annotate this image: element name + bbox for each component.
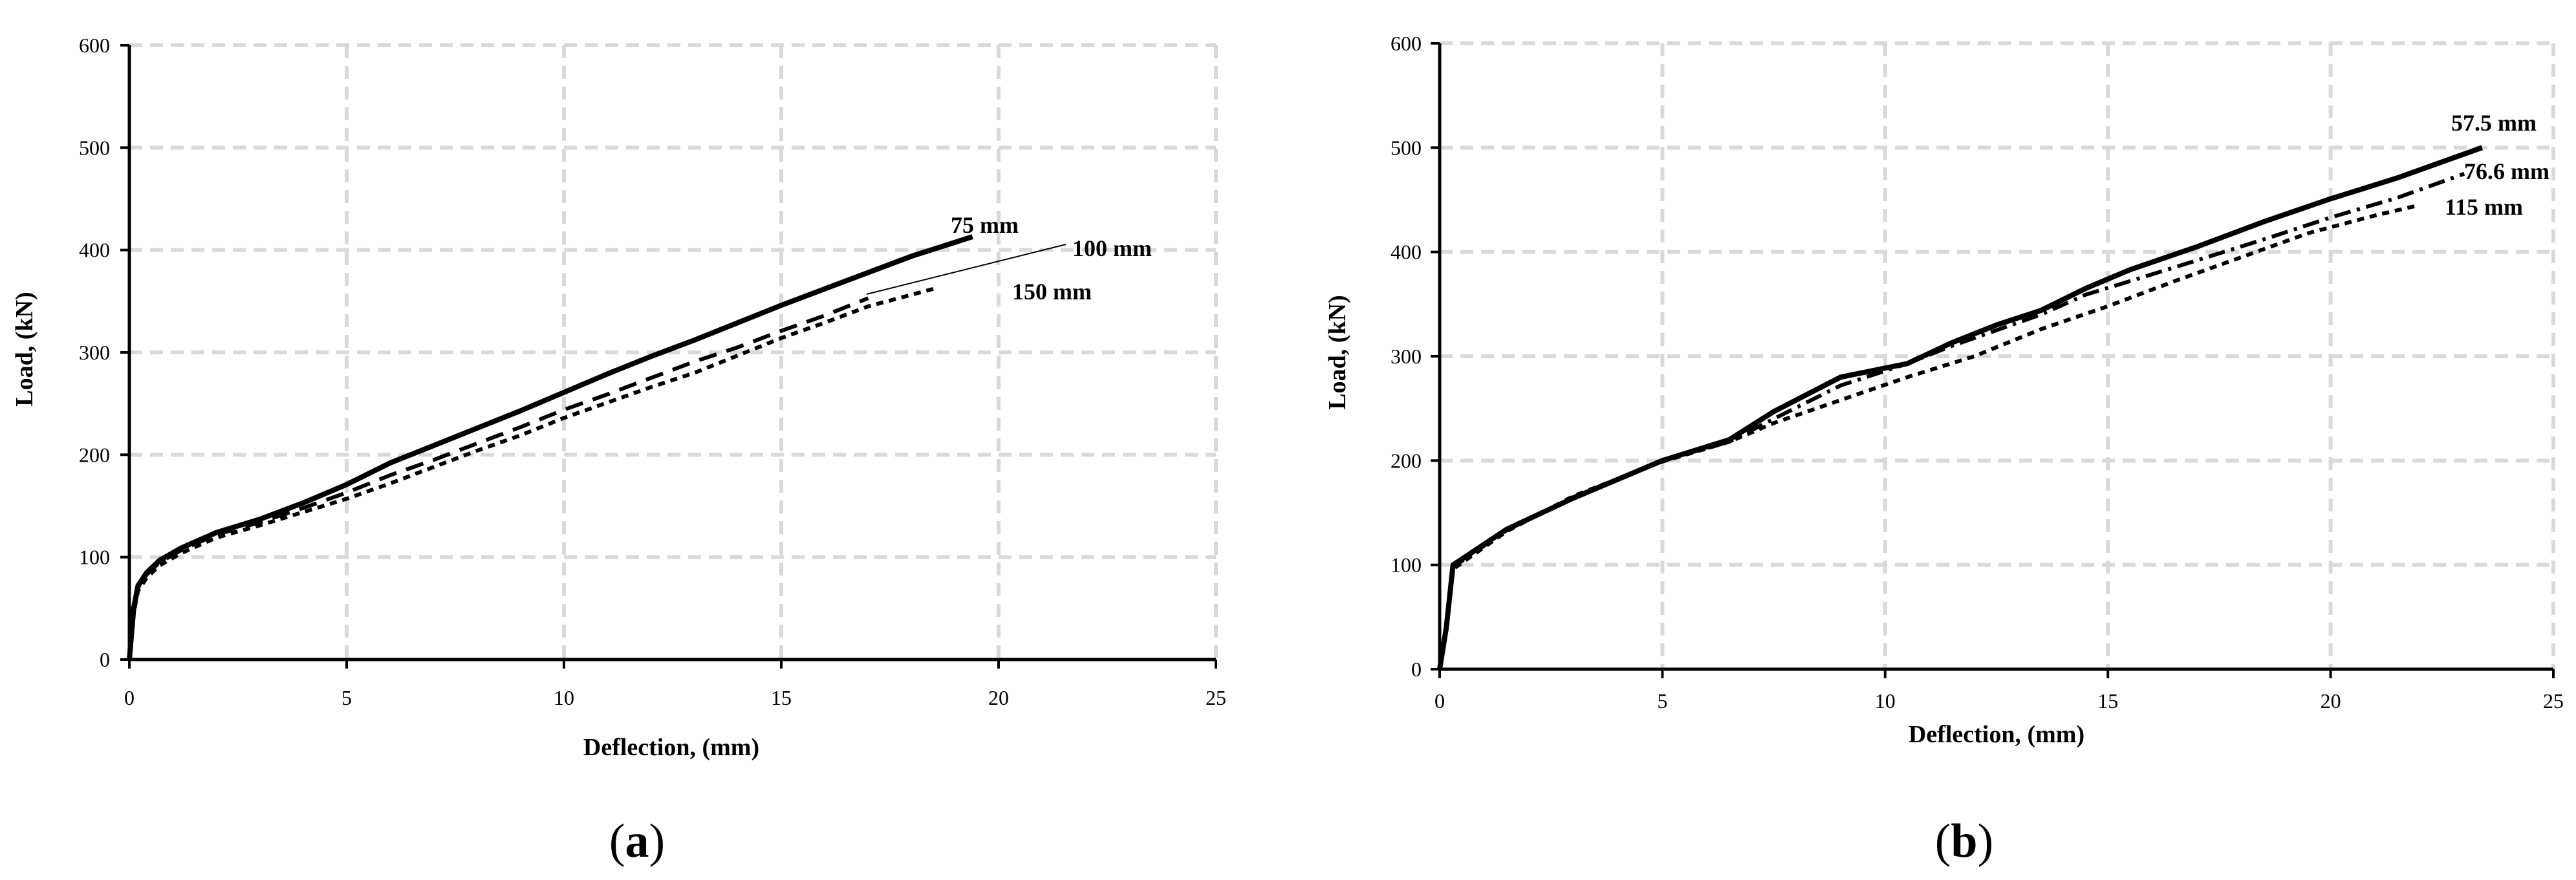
series-line-115-mm	[1438, 203, 2421, 670]
x-tick-label: 10	[1875, 689, 1896, 713]
series-line-57-5-mm	[1437, 145, 2484, 670]
series-line-76-6-mm	[1438, 171, 2465, 670]
y-tick-label: 500	[1391, 136, 1422, 159]
ticks-b: 0 5 10 15 20 25 0 100 200 300 400 500 600	[1391, 32, 2564, 713]
y-tick-label: 100	[79, 546, 110, 569]
y-tick-label: 200	[1391, 449, 1422, 472]
x-tick-label: 15	[771, 686, 792, 709]
y-tick-label: 600	[1391, 32, 1422, 55]
x-tick-label: 5	[341, 686, 352, 709]
panel-caption-b: (b)	[1935, 815, 1993, 868]
x-tick-label: 10	[554, 686, 574, 709]
x-axis-title-a: Deflection, (mm)	[583, 734, 759, 761]
x-tick-label: 20	[2321, 689, 2341, 713]
series-label-150mm: 150 mm	[1012, 279, 1092, 305]
y-tick-label: 300	[79, 341, 110, 364]
panel-caption-a: (a)	[609, 815, 665, 868]
series-label-76-6mm: 76.6 mm	[2464, 158, 2549, 184]
series-label-100mm: 100 mm	[1072, 235, 1152, 261]
x-tick-label: 15	[2097, 689, 2118, 713]
y-tick-label: 600	[79, 34, 110, 57]
x-tick-label: 25	[2543, 689, 2564, 713]
series-label-75mm: 75 mm	[951, 212, 1019, 238]
y-axis-title-b: Load, (kN)	[1324, 295, 1351, 409]
series-line-150-mm	[127, 286, 934, 660]
y-tick-label: 300	[1391, 345, 1422, 368]
x-tick-label: 25	[1206, 686, 1226, 709]
x-tick-label: 0	[1434, 689, 1445, 713]
series-line-100-mm	[127, 296, 869, 660]
x-tick-label: 5	[1657, 689, 1667, 713]
y-tick-label: 400	[79, 239, 110, 262]
y-tick-label: 200	[79, 443, 110, 466]
grid-a	[129, 43, 1218, 660]
grid-b	[1440, 41, 2555, 669]
chart-a: 0 5 10 15 20 25 0 100 200 300 400 500 600 75 mm 100 …	[11, 34, 1226, 868]
y-axis-title-a: Load, (kN)	[11, 292, 38, 406]
y-tick-label: 100	[1391, 553, 1422, 577]
chart-b: 0 5 10 15 20 25 0 100 200 300 400 500 600 57.5 mm 76…	[1324, 32, 2564, 868]
series-label-115mm: 115 mm	[2445, 194, 2523, 220]
series-line-75-mm	[127, 234, 973, 660]
y-tick-label: 0	[1411, 658, 1422, 681]
y-tick-label: 500	[79, 136, 110, 159]
leader-line-100mm	[866, 244, 1066, 295]
x-tick-label: 20	[988, 686, 1009, 709]
series-a	[127, 234, 973, 660]
y-tick-label: 400	[1391, 241, 1422, 264]
series-label-57-5mm: 57.5 mm	[2451, 110, 2537, 136]
x-axis-title-b: Deflection, (mm)	[1909, 721, 2084, 748]
x-tick-label: 0	[124, 686, 135, 709]
y-tick-label: 0	[100, 648, 110, 671]
ticks-a: 0 5 10 15 20 25 0 100 200 300 400 500 600	[79, 34, 1226, 709]
series-b	[1437, 145, 2484, 670]
